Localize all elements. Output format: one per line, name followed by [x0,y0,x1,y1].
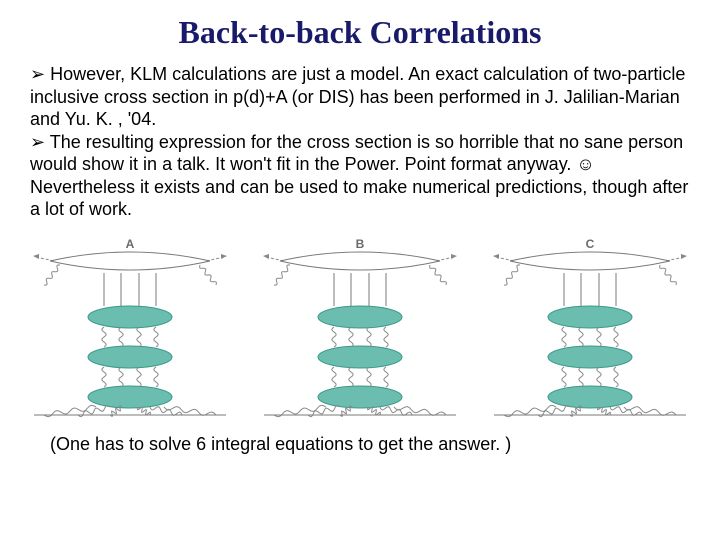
bullet-glyph: ➢ [30,64,45,84]
page-title: Back-to-back Correlations [30,14,690,51]
feynman-diagram-c [490,239,690,419]
paragraph-1: However, KLM calculations are just a mod… [30,64,685,129]
panel-label: B [356,237,365,251]
panel-label: A [126,237,135,251]
feynman-diagram-a [30,239,230,419]
diagram-panel: A [30,239,230,424]
footnote: (One has to solve 6 integral equations t… [50,434,690,455]
diagram-panel: B [260,239,460,424]
paragraph-2: The resulting expression for the cross s… [30,132,688,220]
diagram-panel: C [490,239,690,424]
panel-label: C [586,237,595,251]
body-text: ➢ However, KLM calculations are just a m… [30,63,690,221]
diagram-row: A B C [30,239,690,424]
bullet-glyph: ➢ [30,132,45,152]
feynman-diagram-b [260,239,460,419]
